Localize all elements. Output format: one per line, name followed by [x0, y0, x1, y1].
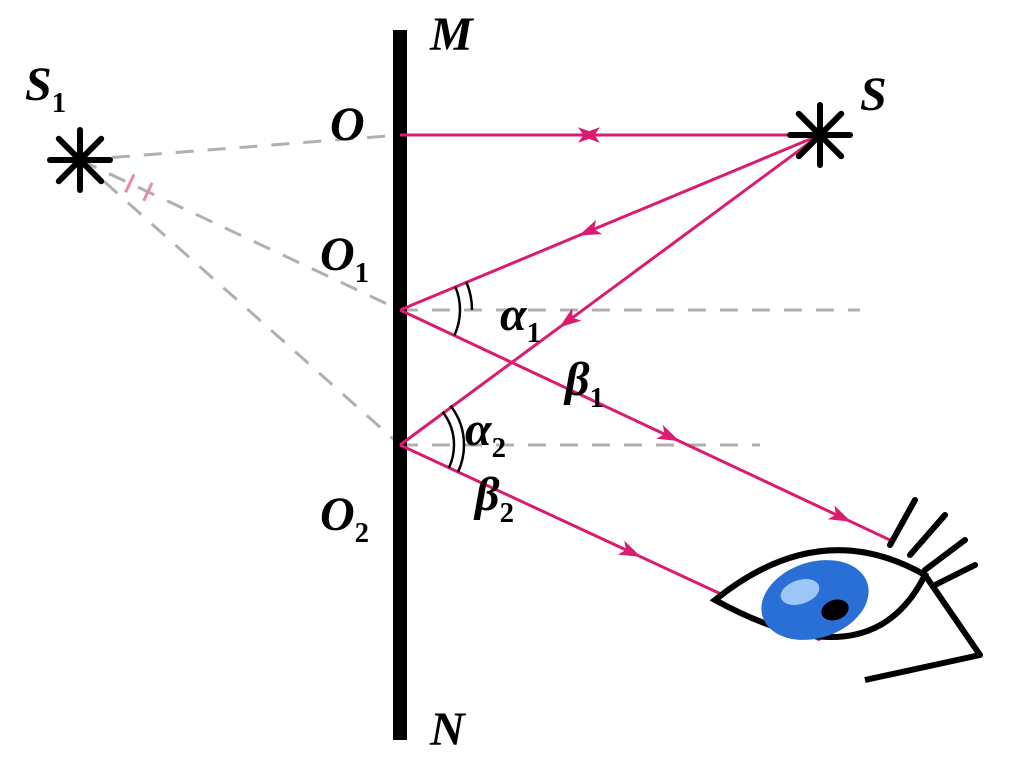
label-O: O	[330, 98, 365, 151]
label-M: M	[429, 8, 475, 61]
label-N: N	[429, 703, 467, 756]
optics-diagram: MNOO1O2SS1α1β1α2β2	[0, 0, 1024, 767]
point-S-star	[790, 105, 850, 165]
label-S: S	[860, 68, 887, 121]
point-S1-star	[50, 130, 110, 190]
